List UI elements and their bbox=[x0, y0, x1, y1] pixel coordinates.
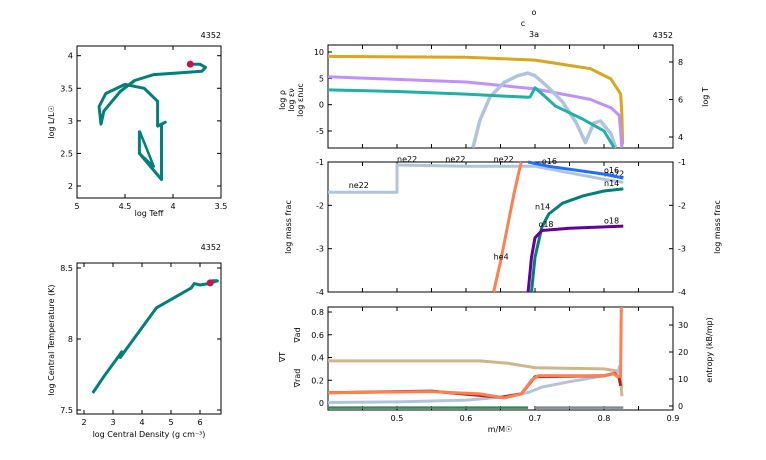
series-entropy bbox=[328, 365, 622, 404]
hr-frame bbox=[76, 45, 222, 199]
isotope-label: o18 bbox=[538, 220, 553, 229]
ab-y-tick-label: -2 bbox=[316, 201, 324, 210]
gr-x-tick-label: 0.6 bbox=[460, 414, 473, 423]
gr-y-tick-label: 0.6 bbox=[311, 331, 324, 340]
left-axis-label: log ρ bbox=[278, 90, 287, 110]
isotope-label: o18 bbox=[604, 217, 619, 226]
series-n14 bbox=[530, 187, 624, 293]
top-y-right-tick-label: 8 bbox=[678, 58, 683, 67]
gr-x-tick-label: 0.8 bbox=[598, 414, 611, 423]
gr-x-tick-label: 0.7 bbox=[529, 414, 542, 423]
left-axis-label: ∇ad bbox=[293, 327, 302, 343]
series-ne22 bbox=[328, 163, 624, 194]
hr-track bbox=[97, 62, 208, 181]
tc-x-tick-label: 6 bbox=[197, 418, 202, 427]
left-axis-label: ∇rad bbox=[293, 369, 302, 389]
model-number: 4352 bbox=[201, 31, 221, 40]
hr-x-tick-label: 4 bbox=[170, 202, 175, 211]
series-log-εnuc bbox=[471, 71, 618, 148]
hr-y-tick-label: 2 bbox=[68, 182, 73, 191]
gr-x-tick-label: 0.9 bbox=[667, 414, 680, 423]
gr-y-tick-label: 0.4 bbox=[311, 354, 324, 363]
current-model-marker bbox=[206, 279, 214, 287]
top-y-tick-label: 0 bbox=[319, 101, 324, 110]
left-axis-label: ∇T bbox=[278, 352, 287, 363]
series-log-εν bbox=[328, 86, 616, 148]
hr-track-loop bbox=[138, 130, 156, 168]
isotope-label: n14 bbox=[604, 179, 619, 188]
tc-y-axis-label: log Central Temperature (K) bbox=[47, 284, 56, 395]
hr-y-tick-label: 2.5 bbox=[60, 149, 73, 158]
top-y-right-tick-label: 6 bbox=[678, 96, 683, 105]
isotope-label: o16 bbox=[542, 157, 557, 166]
tc-y-tick-label: 8.5 bbox=[60, 264, 73, 273]
isotope-label: ne22 bbox=[604, 169, 624, 178]
series-∇rad bbox=[328, 307, 623, 400]
tc-x-axis-label: log Central Density (g cm⁻³) bbox=[93, 430, 206, 439]
hr-x-tick-label: 4.5 bbox=[119, 202, 132, 211]
ab-y-axis-label-right: log mass frac bbox=[713, 200, 722, 254]
burning-label: c bbox=[521, 19, 525, 28]
gr-y-right-tick-label: 30 bbox=[678, 321, 688, 330]
ab-y-right-tick-label: -1 bbox=[678, 158, 686, 167]
hr-x-tick-label: 3.5 bbox=[215, 202, 228, 211]
tc-y-tick-label: 8 bbox=[68, 335, 73, 344]
isotope-label: ne22 bbox=[397, 155, 417, 164]
left-axis-label: log εν bbox=[287, 88, 296, 112]
gr-y-right-tick-label: 0 bbox=[678, 402, 683, 411]
ab-y-right-tick-label: -2 bbox=[678, 201, 686, 210]
tc-y-tick-label: 7.5 bbox=[60, 406, 73, 415]
hr-y-tick-label: 4 bbox=[68, 52, 73, 61]
gr-x-tick-label: 0.5 bbox=[391, 414, 404, 423]
ab-y-right-tick-label: -3 bbox=[678, 245, 686, 254]
tc-x-tick-label: 3 bbox=[110, 418, 115, 427]
isotope-label: n14 bbox=[535, 203, 550, 212]
gr-y-right-tick-label: 20 bbox=[678, 348, 688, 357]
current-model-marker bbox=[186, 60, 194, 68]
gr-y-right-tick-label: 10 bbox=[678, 375, 688, 384]
tc-track bbox=[91, 279, 219, 394]
right-axis-label: log T bbox=[701, 87, 710, 107]
left-axis-label: log εnuc bbox=[296, 83, 305, 117]
series-log-T bbox=[328, 54, 625, 145]
tc-x-tick-label: 4 bbox=[139, 418, 144, 427]
model-number: 4352 bbox=[201, 243, 221, 252]
isotope-label: he4 bbox=[494, 253, 509, 262]
tc-x-tick-label: 2 bbox=[81, 418, 86, 427]
hr-y-axis-label: log L/L☉ bbox=[47, 105, 56, 139]
series-he4 bbox=[492, 161, 523, 293]
hr-y-tick-label: 3 bbox=[68, 117, 73, 126]
top-y-tick-label: 5 bbox=[319, 74, 324, 83]
gr-x-axis-label: m/M☉ bbox=[488, 425, 513, 434]
gr-y-tick-label: 0.8 bbox=[311, 308, 324, 317]
ab-y-tick-label: -1 bbox=[316, 158, 324, 167]
isotope-label: ne22 bbox=[445, 155, 465, 164]
hr-x-axis-label: log Teff bbox=[135, 209, 164, 218]
isotope-label: ne22 bbox=[349, 181, 369, 190]
top-y-right-tick-label: 4 bbox=[678, 133, 683, 142]
top-y-tick-label: -5 bbox=[316, 127, 324, 136]
top-y-tick-label: 10 bbox=[314, 48, 324, 57]
hr-y-tick-label: 3.5 bbox=[60, 84, 73, 93]
series-o16 bbox=[527, 160, 624, 180]
gr-y-tick-label: 0.2 bbox=[311, 376, 324, 385]
hr-x-tick-label: 5 bbox=[74, 202, 79, 211]
ab-y-tick-label: -4 bbox=[316, 288, 324, 297]
burning-label: o bbox=[532, 8, 537, 17]
isotope-label: o16 bbox=[604, 166, 619, 175]
ab-y-tick-label: -3 bbox=[316, 245, 324, 254]
ab-y-axis-label: log mass frac bbox=[284, 200, 293, 254]
right-axis-label: entropy (kB/mp) bbox=[705, 317, 714, 382]
burning-label: 3a bbox=[529, 30, 539, 39]
ab-y-right-tick-label: -4 bbox=[678, 288, 686, 297]
tc-x-tick-label: 5 bbox=[168, 418, 173, 427]
series-log-ρ bbox=[328, 75, 624, 148]
model-number: 4352 bbox=[653, 31, 673, 40]
gr-y-tick-label: 0 bbox=[319, 399, 324, 408]
isotope-label: ne22 bbox=[494, 155, 514, 164]
series-o18 bbox=[526, 224, 624, 293]
